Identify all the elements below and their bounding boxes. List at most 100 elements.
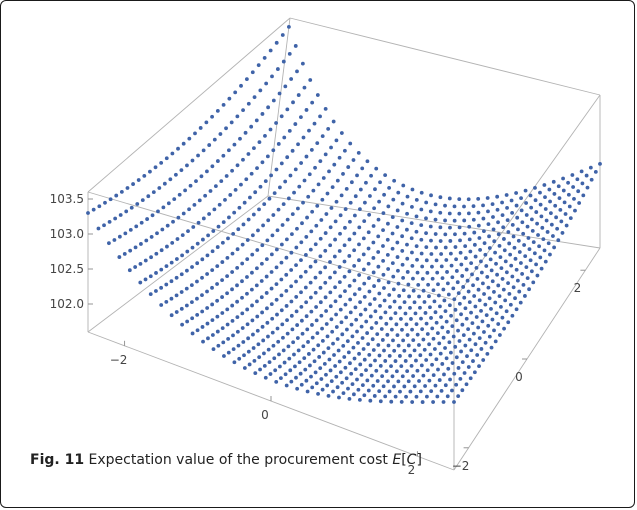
- data-point-1-25: [235, 114, 240, 119]
- data-point-21-4: [324, 372, 328, 377]
- data-point-31-26: [522, 243, 527, 247]
- data-point-1-5: [124, 209, 129, 214]
- data-point-1-28: [252, 95, 257, 100]
- data-point-18-34: [433, 202, 438, 207]
- data-point-15-22: [347, 269, 352, 274]
- data-point-19-2: [294, 375, 298, 380]
- data-point-23-22: [426, 282, 431, 287]
- data-point-15-29: [381, 228, 385, 233]
- data-point-5-13: [206, 233, 211, 238]
- data-point-34-28: [559, 219, 564, 224]
- data-point-28-7: [409, 363, 414, 368]
- data-point-20-4: [313, 370, 318, 375]
- x-tick-label-2: 2: [408, 463, 416, 477]
- data-point-12-19: [303, 269, 308, 274]
- data-point-13-10: [270, 316, 275, 321]
- data-point-26-7: [389, 364, 393, 369]
- data-point-4-1: [133, 265, 138, 269]
- data-point-5-1: [143, 277, 148, 282]
- data-point-21-20: [397, 294, 402, 298]
- data-point-7-31: [318, 159, 323, 164]
- data-point-14-14: [299, 304, 304, 309]
- data-point-8-25: [296, 206, 300, 211]
- data-point-7-35: [339, 131, 344, 135]
- data-point-3-30: [279, 114, 284, 119]
- data-point-35-9: [489, 345, 494, 350]
- data-point-29-10: [432, 347, 437, 351]
- data-point-11-0: [201, 339, 205, 344]
- data-point-31-30: [539, 214, 544, 219]
- data-point-31-33: [552, 192, 557, 196]
- data-point-3-25: [252, 146, 256, 151]
- data-point-18-17: [353, 305, 358, 310]
- data-point-34-1: [445, 394, 450, 399]
- caption-argument: C: [406, 452, 417, 468]
- data-point-4-23: [249, 171, 254, 176]
- data-point-16-30: [395, 225, 400, 229]
- data-point-9-16: [259, 261, 264, 266]
- data-point-29-8: [424, 358, 429, 362]
- data-point-35-31: [581, 193, 586, 198]
- data-point-10-18: [279, 260, 284, 265]
- data-point-26-3: [371, 383, 376, 388]
- data-point-20-27: [419, 251, 424, 256]
- data-point-2-14: [183, 188, 188, 193]
- data-point-32-25: [527, 247, 532, 252]
- data-point-21-28: [434, 245, 438, 250]
- data-point-30-11: [447, 340, 452, 345]
- data-point-23-27: [448, 251, 453, 256]
- data-point-9-27: [315, 203, 320, 208]
- data-point-14-2: [242, 353, 246, 358]
- data-point-21-15: [374, 321, 379, 325]
- data-point-19-12: [340, 332, 345, 337]
- data-point-1-20: [207, 143, 212, 147]
- data-point-25-32: [491, 215, 495, 219]
- data-point-10-21: [294, 245, 299, 250]
- data-point-30-4: [417, 379, 421, 383]
- data-point-2-5: [134, 224, 139, 229]
- data-point-28-18: [457, 301, 462, 306]
- data-point-4-5: [154, 251, 159, 256]
- data-point-6-31: [309, 148, 314, 152]
- data-point-19-4: [303, 367, 308, 372]
- data-point-32-32: [557, 196, 562, 201]
- data-point-8-20: [270, 233, 275, 238]
- data-point-1-2: [107, 220, 112, 224]
- data-point-33-33: [571, 185, 576, 189]
- data-point-30-18: [477, 298, 482, 303]
- data-point-2-6: [139, 220, 144, 225]
- data-point-8-5: [195, 296, 199, 301]
- data-point-18-29: [409, 236, 414, 241]
- data-point-8-1: [174, 310, 179, 314]
- data-point-25-6: [374, 368, 379, 373]
- data-point-13-35: [392, 178, 397, 183]
- data-point-9-7: [215, 298, 220, 303]
- data-point-34-34: [584, 173, 589, 178]
- data-point-14-13: [294, 309, 299, 314]
- data-point-21-22: [406, 282, 411, 287]
- data-point-5-29: [290, 148, 295, 153]
- data-point-6-26: [283, 179, 288, 184]
- data-point-11-16: [279, 277, 284, 282]
- data-point-33-23: [528, 258, 533, 263]
- data-point-14-35: [401, 183, 406, 188]
- data-points: [86, 25, 602, 404]
- data-point-21-7: [337, 359, 342, 364]
- data-point-1-22: [218, 132, 223, 136]
- data-point-8-21: [275, 228, 280, 233]
- data-point-10-14: [259, 279, 264, 283]
- data-point-14-10: [280, 322, 285, 327]
- data-point-15-9: [285, 331, 290, 336]
- caption-bracket-close: ]: [416, 452, 422, 468]
- data-point-8-22: [280, 223, 285, 227]
- data-point-5-28: [285, 155, 290, 160]
- data-point-30-31: [534, 210, 539, 214]
- data-point-22-15: [384, 321, 389, 326]
- data-point-34-31: [572, 196, 576, 201]
- data-point-5-26: [274, 167, 279, 172]
- data-point-13-30: [367, 212, 372, 217]
- data-point-32-1: [425, 394, 429, 399]
- data-point-32-3: [433, 383, 438, 388]
- data-point-13-13: [284, 304, 289, 308]
- data-point-14-4: [251, 346, 256, 350]
